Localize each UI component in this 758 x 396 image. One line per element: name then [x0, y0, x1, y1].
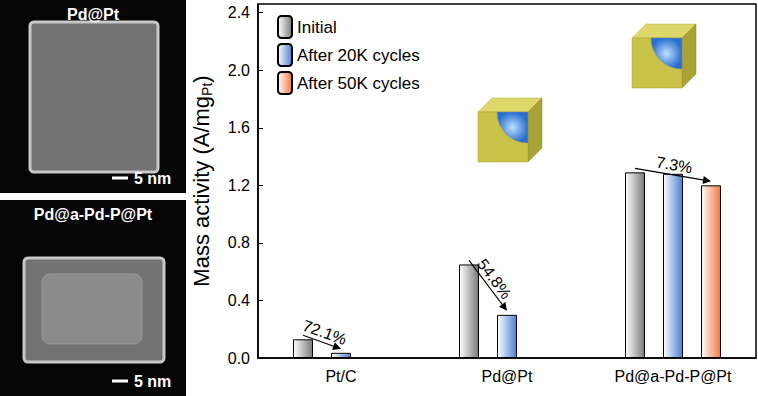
svg-text:54.8%: 54.8%: [474, 256, 515, 302]
svg-text:7.3%: 7.3%: [655, 154, 694, 177]
svg-text:Pt/C: Pt/C: [325, 368, 356, 385]
svg-text:72.1%: 72.1%: [300, 317, 348, 348]
svg-text:5 nm: 5 nm: [134, 170, 171, 187]
svg-text:Mass activity (A/mg: Mass activity (A/mg: [189, 96, 214, 287]
svg-text:0.8: 0.8: [228, 234, 250, 251]
svg-text:Pd@Pt: Pd@Pt: [482, 368, 533, 385]
svg-text:Pd@Pt: Pd@Pt: [67, 6, 120, 23]
svg-text:2.0: 2.0: [228, 62, 250, 79]
svg-text:Initial: Initial: [297, 18, 337, 37]
svg-text:0.4: 0.4: [228, 292, 250, 309]
svg-text:0.0: 0.0: [228, 350, 250, 367]
svg-text:Pt: Pt: [199, 83, 215, 96]
svg-text:Pd@a-Pd-P@Pt: Pd@a-Pd-P@Pt: [615, 368, 733, 385]
svg-text:Pd@a-Pd-P@Pt: Pd@a-Pd-P@Pt: [34, 206, 153, 223]
svg-text:): ): [189, 75, 214, 82]
svg-text:2.4: 2.4: [228, 4, 250, 21]
svg-text:After 20K cycles: After 20K cycles: [297, 46, 420, 65]
svg-text:1.2: 1.2: [228, 177, 250, 194]
svg-text:1.6: 1.6: [228, 119, 250, 136]
svg-text:5 nm: 5 nm: [134, 373, 171, 390]
svg-text:After 50K cycles: After 50K cycles: [297, 74, 420, 93]
